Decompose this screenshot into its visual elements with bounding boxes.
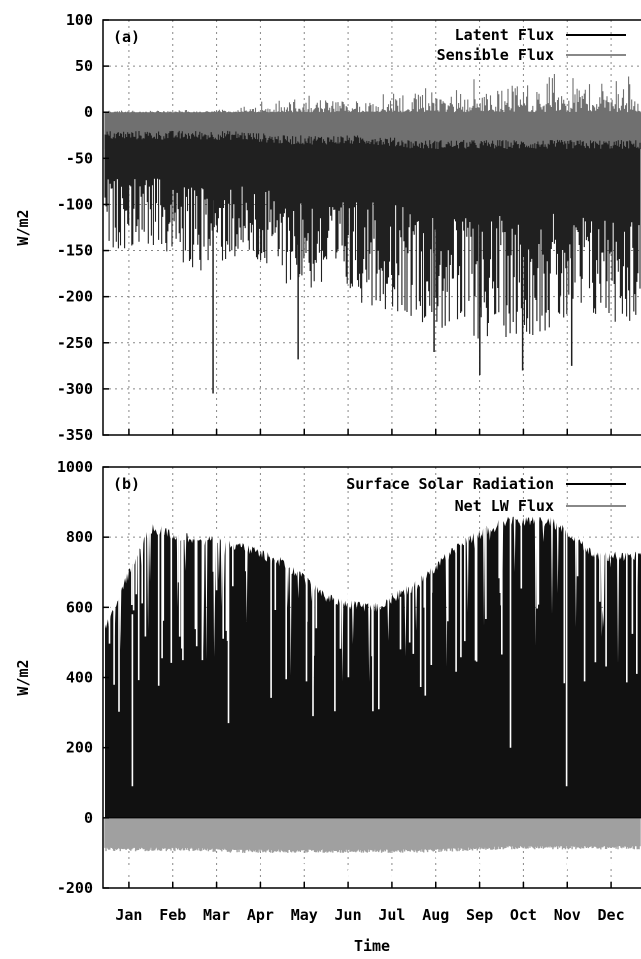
sensible-flux-series [104,74,641,154]
panel-b-series [104,509,641,881]
y-tick-label: -150 [57,242,93,260]
legend-label: Sensible Flux [437,46,554,64]
panel-a-legend: Latent Flux Sensible Flux [437,26,626,64]
x-tick-label: Aug [422,906,449,924]
x-tick-label: Feb [159,906,186,924]
y-tick-label: 100 [66,11,93,29]
y-tick-label: -50 [66,149,93,167]
y-tick-label: -100 [57,195,93,213]
y-tick-label: 800 [66,528,93,546]
panel-b-y-axis-label: W/m2 [14,659,32,695]
x-tick-label: Jan [115,906,142,924]
y-tick-label: -300 [57,380,93,398]
legend-label: Surface Solar Radiation [346,475,554,493]
x-tick-label: Sep [466,906,493,924]
x-tick-label: Mar [203,906,230,924]
panel-a: -350 -300 -250 -200 -150 -100 -50 0 50 100 (a) W/… [14,11,641,444]
y-tick-label: -350 [57,426,93,444]
net-lw-flux-series [104,817,641,853]
panel-b: -200 0 200 400 600 800 1000 Jan Feb Mar Apr May Jun… [14,458,641,955]
solar-radiation-dips [108,509,638,787]
panel-b-x-ticks: Jan Feb Mar Apr May Jun Jul Aug Sep Oct Nov Dec [115,906,624,924]
latent-flux-series [104,130,641,339]
y-tick-label: -200 [57,879,93,897]
y-tick-label: 0 [84,809,93,827]
x-tick-label: Jun [335,906,362,924]
x-tick-label: Nov [554,906,581,924]
panel-a-label: (a) [113,28,140,46]
panel-b-y-ticks: -200 0 200 400 600 800 1000 [57,458,612,897]
panel-b-label: (b) [113,475,140,493]
panel-a-y-ticks: -350 -300 -250 -200 -150 -100 -50 0 50 100 [57,11,612,444]
x-tick-label: Apr [247,906,274,924]
x-tick-label: Dec [598,906,625,924]
y-tick-label: 600 [66,598,93,616]
net-lw-flux-speckle [104,849,641,881]
panel-a-series [104,74,641,394]
panel-a-y-axis-label: W/m2 [14,209,32,245]
y-tick-label: 50 [75,57,93,75]
y-tick-label: -200 [57,288,93,306]
x-tick-label: May [291,906,318,924]
panel-b-legend: Surface Solar Radiation Net LW Flux [346,475,626,515]
legend-label: Latent Flux [455,26,554,44]
y-tick-label: 1000 [57,458,93,476]
legend-label: Net LW Flux [455,497,554,515]
panel-a-frame [102,19,641,436]
x-tick-label: Oct [510,906,537,924]
y-tick-label: 0 [84,103,93,121]
x-tick-label: Jul [378,906,405,924]
x-axis-label: Time [354,937,390,955]
y-tick-label: -250 [57,334,93,352]
y-tick-label: 400 [66,669,93,687]
y-tick-label: 200 [66,739,93,757]
